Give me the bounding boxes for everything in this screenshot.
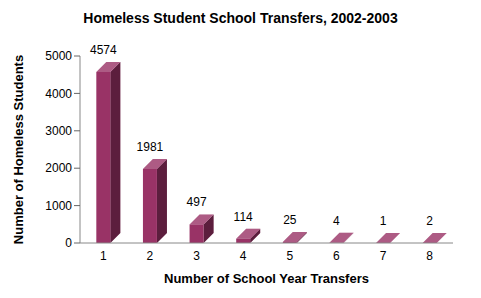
svg-text:0: 0	[65, 236, 72, 250]
svg-text:3: 3	[193, 249, 200, 263]
svg-text:497: 497	[187, 195, 207, 209]
html-text:Homeless Student School Transf: Homeless Student School Transfers, 2002-…	[83, 10, 398, 26]
svg-text:1: 1	[380, 214, 387, 228]
svg-text:2000: 2000	[45, 161, 72, 175]
svg-text:7: 7	[380, 249, 387, 263]
svg-text:6: 6	[333, 249, 340, 263]
svg-text:8: 8	[426, 249, 433, 263]
svg-text:4000: 4000	[45, 87, 72, 101]
svg-text:2: 2	[426, 214, 433, 228]
svg-text:1: 1	[100, 249, 107, 263]
svg-text:1000: 1000	[45, 199, 72, 213]
svg-text:4: 4	[240, 249, 247, 263]
svg-text:Number of School Year Transfer: Number of School Year Transfers	[164, 271, 369, 286]
svg-text:1981: 1981	[137, 140, 164, 154]
svg-text:25: 25	[283, 213, 297, 227]
svg-text:5000: 5000	[45, 49, 72, 63]
svg-text:2: 2	[147, 249, 154, 263]
svg-text:4574: 4574	[90, 43, 117, 57]
svg-text:3000: 3000	[45, 124, 72, 138]
svg-text:4: 4	[333, 214, 340, 228]
svg-text:5: 5	[286, 249, 293, 263]
svg-text:114: 114	[234, 210, 253, 224]
svg-text:Number of Homeless Students: Number of Homeless Students	[11, 55, 26, 244]
